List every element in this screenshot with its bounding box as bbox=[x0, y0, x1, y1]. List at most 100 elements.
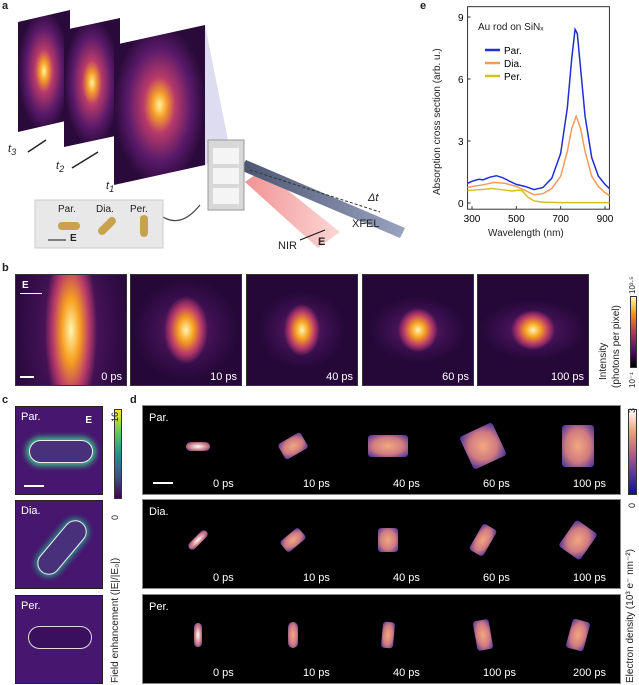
density-row-per: Per. 0 ps 10 ps 40 ps 100 ps 200 ps bbox=[142, 594, 621, 684]
time-label: 0 ps bbox=[213, 667, 234, 679]
chart-xlabel: Wavelength (nm) bbox=[488, 228, 564, 239]
row-label: Par. bbox=[149, 412, 169, 424]
b-colorbar-label-1: Intensity bbox=[598, 342, 609, 380]
time-label: 200 ps bbox=[573, 667, 607, 679]
diffraction-frame-t1 bbox=[114, 25, 205, 185]
diffraction-frame-t2 bbox=[64, 18, 120, 147]
time-label: 40 ps bbox=[326, 371, 353, 383]
time-label: 10 ps bbox=[303, 572, 330, 584]
diffraction-pattern: 40 ps bbox=[246, 274, 358, 386]
legend-label: Par. bbox=[504, 46, 522, 57]
nir-e-arrow-icon bbox=[299, 229, 326, 241]
x-tick-label: 700 bbox=[552, 214, 569, 225]
time-label: 10 ps bbox=[303, 667, 330, 679]
x-tick-label: 900 bbox=[597, 214, 614, 225]
scale-bar bbox=[153, 482, 173, 484]
c-cbar-min: 0 bbox=[110, 514, 120, 520]
rod-dia bbox=[98, 217, 116, 235]
c-e-label: E bbox=[85, 415, 92, 426]
diffraction-pattern: 0 ps bbox=[15, 274, 127, 386]
time-label: 40 ps bbox=[393, 667, 420, 679]
inset-label-par: Par. bbox=[58, 204, 76, 215]
row-label: Dia. bbox=[21, 505, 41, 517]
diffraction-pattern: 60 ps bbox=[362, 274, 474, 386]
y-tick-label: 3 bbox=[458, 137, 464, 148]
electron-density-map bbox=[380, 621, 396, 649]
x-tick-label: 500 bbox=[508, 214, 525, 225]
d-cbar-min: 0 bbox=[627, 502, 637, 508]
panel-label-e: e bbox=[420, 0, 427, 12]
time-label: 60 ps bbox=[483, 572, 510, 584]
b-e-label: E bbox=[22, 280, 29, 291]
panel-label-a: a bbox=[2, 0, 9, 12]
c-cbar-max: 16 bbox=[110, 411, 120, 422]
nir-e-label: E bbox=[318, 236, 326, 248]
row-label: Per. bbox=[21, 600, 41, 612]
electron-density-map bbox=[288, 622, 298, 648]
inset-label-per: Per. bbox=[130, 204, 148, 215]
row-label: Per. bbox=[149, 601, 169, 613]
inset-label-dia: Dia. bbox=[96, 204, 114, 215]
diffraction-frame-t3 bbox=[18, 10, 70, 132]
chart-title: Au rod on SiNₓ bbox=[478, 22, 544, 33]
label-t3: t3 bbox=[8, 143, 17, 158]
arrow-icon bbox=[71, 151, 99, 169]
time-label: 0 ps bbox=[213, 572, 234, 584]
experiment-schematic bbox=[18, 10, 405, 249]
time-label: 0 ps bbox=[213, 478, 234, 490]
xfel-beam bbox=[240, 160, 405, 238]
density-row-dia: Dia. 0 ps 10 ps 40 ps 60 ps 100 ps bbox=[142, 499, 621, 589]
electron-density-map bbox=[186, 441, 210, 451]
c-colorbar bbox=[114, 409, 122, 499]
electron-density-map bbox=[558, 519, 598, 561]
plot-frame bbox=[467, 6, 610, 210]
d-colorbar bbox=[628, 409, 637, 495]
electron-density-map bbox=[368, 435, 408, 457]
series-line-dia bbox=[467, 113, 610, 197]
electron-density-map bbox=[468, 523, 498, 557]
electron-density-map bbox=[186, 528, 210, 552]
panel-label-b: b bbox=[2, 262, 9, 274]
time-label: 10 ps bbox=[303, 478, 330, 490]
electron-density-map bbox=[194, 623, 202, 647]
electron-density-map bbox=[277, 431, 309, 461]
field-map-per: Per. bbox=[15, 595, 103, 684]
arrow-icon bbox=[27, 139, 47, 153]
diffraction-pattern: 100 ps bbox=[477, 274, 589, 386]
time-label: 60 ps bbox=[483, 478, 510, 490]
time-label: 100 ps bbox=[550, 371, 584, 383]
series-line-par bbox=[467, 26, 610, 191]
legend-label: Dia. bbox=[504, 59, 522, 70]
b-colorbar-label-2: (photons per pixel) bbox=[611, 305, 622, 388]
electron-density-map bbox=[472, 618, 494, 652]
time-label: 40 ps bbox=[393, 572, 420, 584]
series-line-per bbox=[467, 187, 610, 204]
time-label: 100 ps bbox=[573, 478, 607, 490]
field-map-par: Par. E bbox=[15, 406, 103, 495]
label-t2: t2 bbox=[56, 160, 65, 175]
e-field-arrow-icon bbox=[20, 293, 42, 294]
c-colorbar-label: Field enhancement (|E|/|E₀|) bbox=[110, 557, 121, 683]
d-colorbar-label: Electron density (10³ e⁻ nm⁻²) bbox=[625, 549, 636, 683]
electron-density-map bbox=[279, 526, 307, 554]
y-tick-label: 9 bbox=[458, 13, 464, 24]
electron-density-map bbox=[562, 425, 594, 467]
rod-par bbox=[58, 222, 80, 230]
delta-t-label: Δt bbox=[368, 192, 379, 204]
field-map-dia: Dia. bbox=[15, 500, 103, 589]
scale-bar bbox=[24, 485, 44, 487]
legend-label: Per. bbox=[504, 72, 522, 83]
time-label: 100 ps bbox=[483, 667, 517, 679]
time-label: 60 ps bbox=[442, 371, 469, 383]
rod-per bbox=[140, 215, 148, 237]
inset-e-label: E bbox=[70, 233, 77, 244]
scale-bar bbox=[20, 376, 34, 378]
time-label: 100 ps bbox=[573, 572, 607, 584]
row-label: Par. bbox=[21, 411, 41, 423]
b-cbar-min: 10⁻¹ bbox=[628, 372, 637, 388]
electron-density-map bbox=[378, 528, 398, 552]
diffraction-pattern: 10 ps bbox=[130, 274, 242, 386]
electron-density-map bbox=[565, 618, 591, 652]
time-label: 0 ps bbox=[101, 371, 122, 383]
xfel-label: XFEL bbox=[352, 218, 380, 230]
